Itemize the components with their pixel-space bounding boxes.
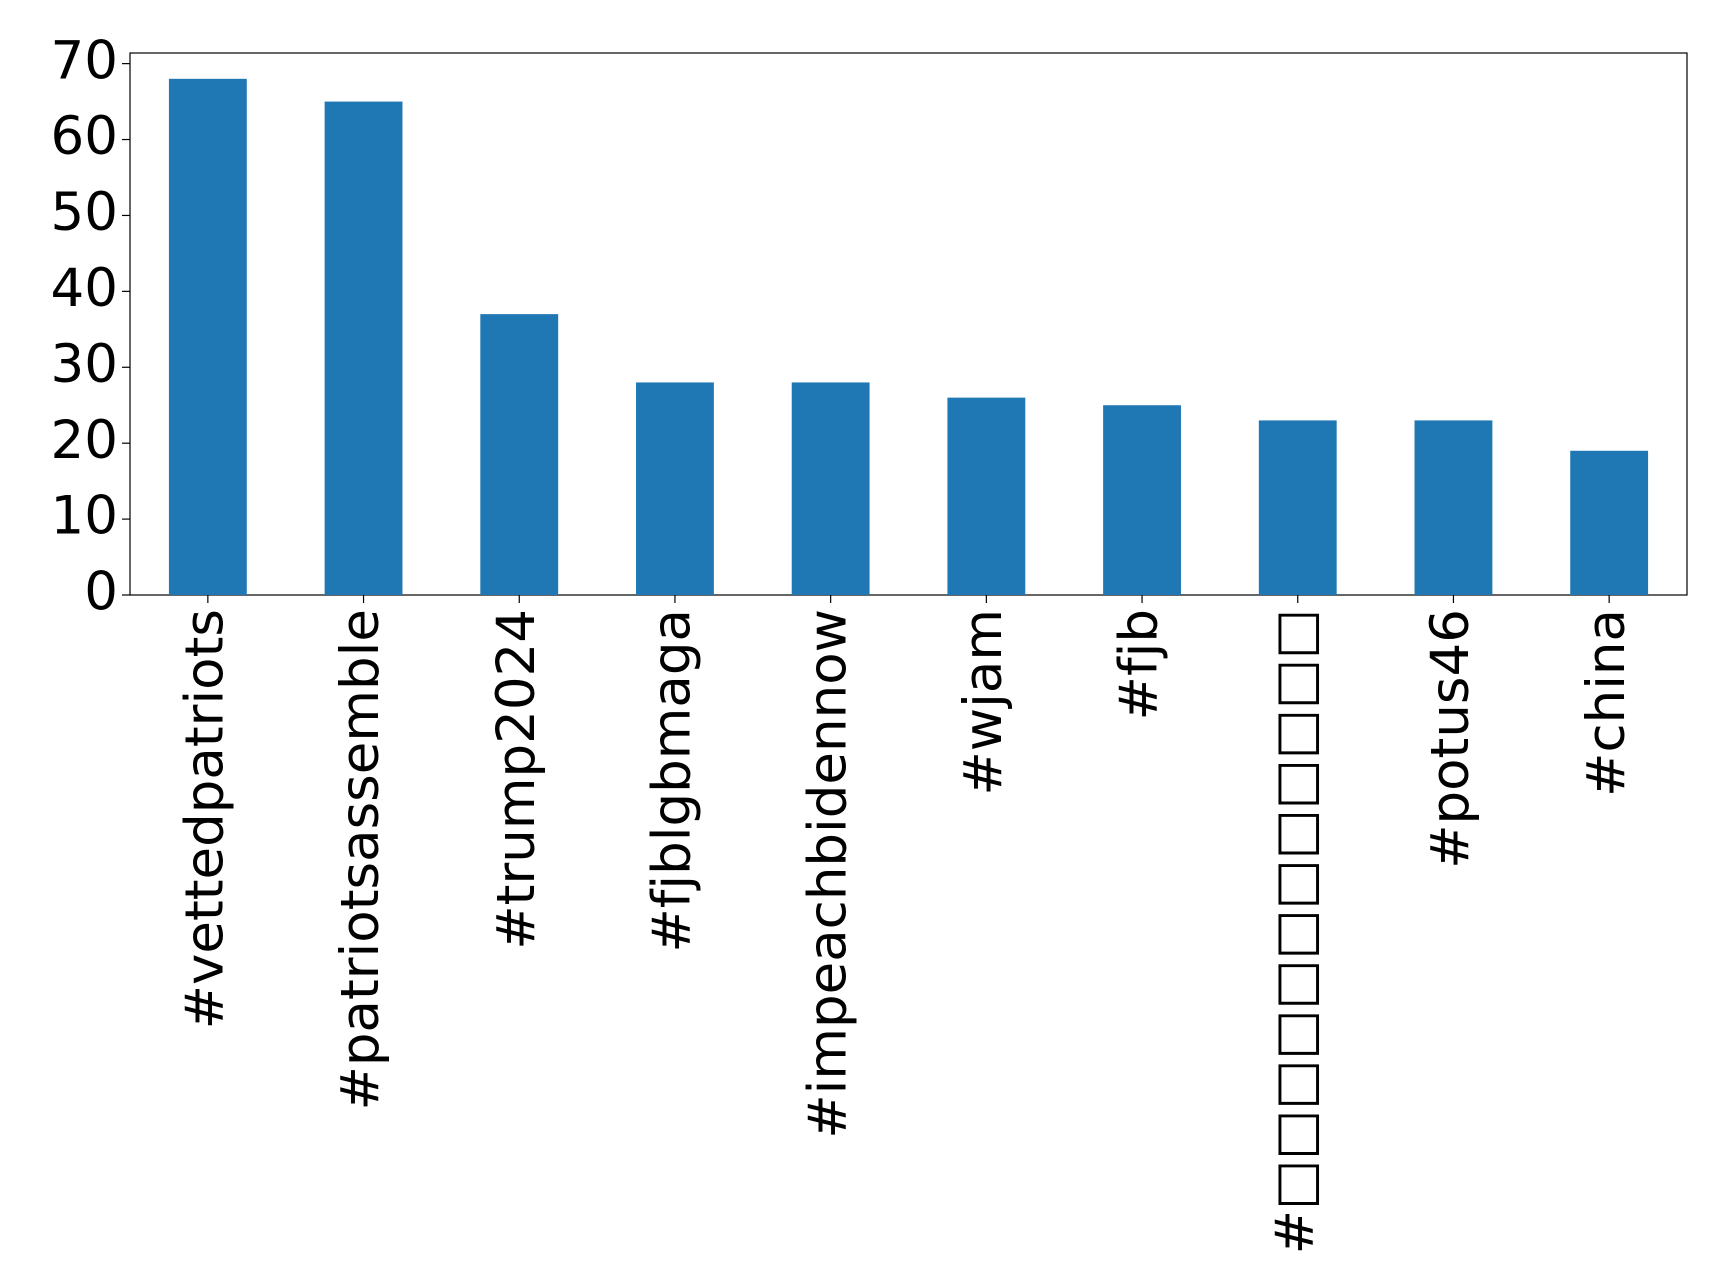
x-tick-label: #fjblgbmaga [642, 609, 703, 953]
x-tick-label: #vettedpatriots [174, 609, 235, 1029]
y-tick-label: 60 [51, 106, 118, 167]
bar [480, 314, 559, 595]
y-tick-label: 10 [51, 486, 118, 547]
x-tick-label: #□□□□□□□□□□□□ [1264, 609, 1325, 1254]
bar [791, 382, 870, 595]
y-tick-label: 20 [51, 410, 118, 471]
x-tick-label: #patriotsassemble [330, 609, 391, 1111]
y-tick-label: 30 [51, 334, 118, 395]
bar [947, 397, 1026, 595]
x-tick-label: #wjam [953, 609, 1014, 796]
x-tick-label: #fjb [1109, 609, 1170, 720]
y-tick-label: 50 [51, 182, 118, 243]
bar [1570, 450, 1649, 595]
bar [636, 382, 714, 595]
bar [168, 78, 247, 596]
bar [1103, 405, 1181, 595]
bar [1414, 420, 1493, 595]
y-tick-label: 70 [51, 30, 118, 91]
bar [324, 101, 403, 595]
y-tick-label: 40 [51, 258, 118, 319]
bar [1258, 420, 1337, 595]
x-tick-label: #potus46 [1420, 609, 1481, 869]
x-tick-label: #trump2024 [486, 609, 547, 950]
y-tick-label: 0 [84, 562, 118, 623]
x-tick-label: #china [1576, 609, 1637, 797]
x-tick-label: #impeachbidennow [797, 609, 858, 1139]
plot-frame [129, 52, 1688, 596]
